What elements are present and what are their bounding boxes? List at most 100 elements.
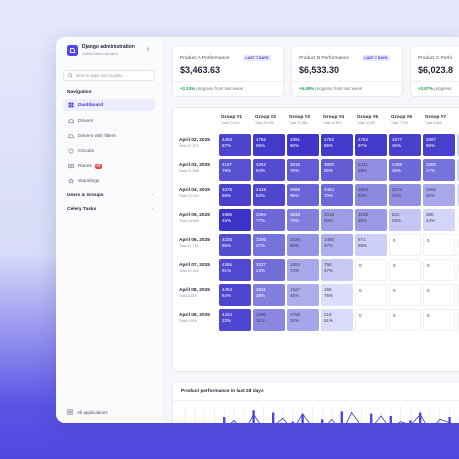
row-header: April 02, 2025 Total 21,974 (179, 138, 221, 148)
app-subtitle: Unfold demo project (82, 50, 118, 56)
cohort-cell: 4782 86% (321, 134, 353, 156)
cell-percent: 65% (290, 242, 300, 248)
sidebar-item-standings[interactable]: Standings (63, 175, 155, 187)
brand[interactable]: Django administration Unfold demo projec… (67, 44, 135, 56)
cohort-cell: 0 (389, 309, 421, 331)
row-date: April 06, 2025 (179, 238, 210, 243)
search-input[interactable] (75, 73, 154, 78)
sidebar-item-dashboard[interactable]: Dashboard (63, 99, 155, 111)
cohort-cell: 2831 39% (253, 284, 285, 306)
star-icon (68, 178, 74, 184)
flag-icon (68, 163, 74, 169)
group-total: Total 28,906 (255, 121, 274, 125)
cohort-cell: 4225 86% (219, 234, 251, 256)
cell-percent: 24% (426, 217, 436, 223)
cell-percent: 51% (324, 317, 334, 323)
kpi-card-product-b: Product B Performance LAST 7 DAYS $6,533… (291, 45, 403, 97)
row-header: April 07, 2025 Total 10,905 (179, 263, 221, 273)
card-divider (173, 81, 283, 82)
sidebar-item-label: Standings (78, 178, 100, 184)
chart-divider (173, 400, 459, 401)
cell-percent: 47% (324, 242, 334, 248)
cohort-cell: 380 24% (423, 209, 455, 231)
card-title: Product C Perfo (418, 56, 453, 61)
cell-value: 3464 (324, 187, 335, 192)
app-name: Django administration (82, 44, 135, 50)
cohort-cell: 2590 11% (253, 309, 285, 331)
sidebar-item-label: Races (78, 163, 92, 169)
sidebar-item-label: Dashboard (78, 102, 104, 108)
app-window: Django administration Unfold demo projec… (56, 37, 459, 423)
cell-percent: 53% (256, 192, 266, 198)
all-applications-link[interactable]: All applications (67, 409, 108, 415)
cell-percent: 97% (358, 142, 368, 148)
main-content: Product A Performance LAST 7 DAYS $3,463… (162, 37, 459, 423)
performance-chart-card: Product performance in last 28 days (172, 381, 459, 423)
row-total: Total 9,906 (179, 319, 197, 323)
cell-value: 1653 (290, 262, 301, 267)
search-box[interactable] (63, 70, 155, 81)
chart-bar (252, 410, 255, 423)
cohort-cell: 0 (389, 234, 421, 256)
card-value: $6,533.30 (299, 65, 340, 75)
group-name: Group #6 (391, 115, 413, 120)
sidebar-item-drivers[interactable]: Drivers (63, 115, 155, 127)
cohort-cell: 3800 55% (321, 159, 353, 181)
cohort-cell: 0 (423, 284, 455, 306)
nav-group-users-groups[interactable]: Users & Groups › (67, 193, 153, 198)
sidebar-item-drivers-filters[interactable]: Drivers with filters (63, 130, 155, 142)
row-date: April 04, 2025 (179, 188, 210, 193)
chart-title: Product performance in last 28 days (181, 389, 264, 394)
cohort-cell: 44317% (457, 134, 459, 156)
cell-percent: 76% (290, 167, 300, 173)
cell-value: 4782 (324, 137, 335, 142)
cell-percent: 22% (222, 317, 232, 323)
chevron-updown-icon[interactable]: ⇕ (146, 47, 151, 53)
cohort-cell: 1466 47% (321, 234, 353, 256)
cohort-cell: 0 (457, 234, 459, 256)
cohort-cell: 15391% (457, 184, 459, 206)
cell-value: 3200 (426, 162, 437, 167)
cell-value: 0 (393, 238, 396, 243)
column-header: Group #6 Total 7,129 (391, 115, 429, 125)
cohort-cell: 4434 22% (219, 309, 251, 331)
cohort-cell: 4597 65% (423, 134, 455, 156)
cohort-cell: 2520 60% (355, 184, 387, 206)
sidebar-item-circuits[interactable]: Circuits (63, 145, 155, 157)
cell-value: 0 (359, 288, 362, 293)
cohort-cell: 822 53% (389, 209, 421, 231)
cell-percent: 70% (290, 217, 300, 223)
nav-group-celery-tasks[interactable]: Celery Tasks › (67, 207, 153, 212)
cell-percent: 77% (256, 217, 266, 223)
card-note: progress from last week (196, 86, 243, 91)
row-date: April 05, 2025 (179, 213, 210, 218)
cell-value: 2374 (392, 187, 403, 192)
row-header: April 03, 2025 Total 21,908 (179, 163, 221, 173)
cell-percent: 78% (222, 167, 232, 173)
cohort-cell: 4453 84% (219, 284, 251, 306)
cell-value: 2421 (358, 162, 369, 167)
cell-percent: 58% (358, 217, 368, 223)
circuit-icon (68, 148, 74, 154)
cell-percent: 11% (256, 317, 265, 323)
cell-value: 0 (359, 313, 362, 318)
card-title: Product A Performance (180, 56, 230, 61)
card-change: +2.13% (180, 86, 196, 91)
sidebar-item-races[interactable]: Races +5 (63, 160, 155, 172)
cell-value: 4434 (222, 312, 233, 317)
card-divider (292, 81, 402, 82)
cohort-cell: 0 (457, 284, 459, 306)
cell-value: 4225 (222, 237, 233, 242)
cell-percent: 60% (324, 217, 334, 223)
group-name: Group #4 (323, 115, 345, 120)
chart-bar (301, 414, 304, 423)
cell-percent: 60% (358, 192, 368, 198)
row-header: April 08, 2025 Total 8,415 (179, 288, 221, 298)
row-total: Total 21,974 (179, 144, 199, 148)
row-total: Total 11,776 (179, 244, 199, 248)
row-header: April 04, 2025 Total 20,140 (179, 188, 221, 198)
card-note: progress from last week (315, 86, 362, 91)
cell-value: 2105 (358, 212, 369, 217)
row-total: Total 8,415 (179, 294, 197, 298)
sidebar-item-label: Drivers with filters (78, 133, 116, 139)
